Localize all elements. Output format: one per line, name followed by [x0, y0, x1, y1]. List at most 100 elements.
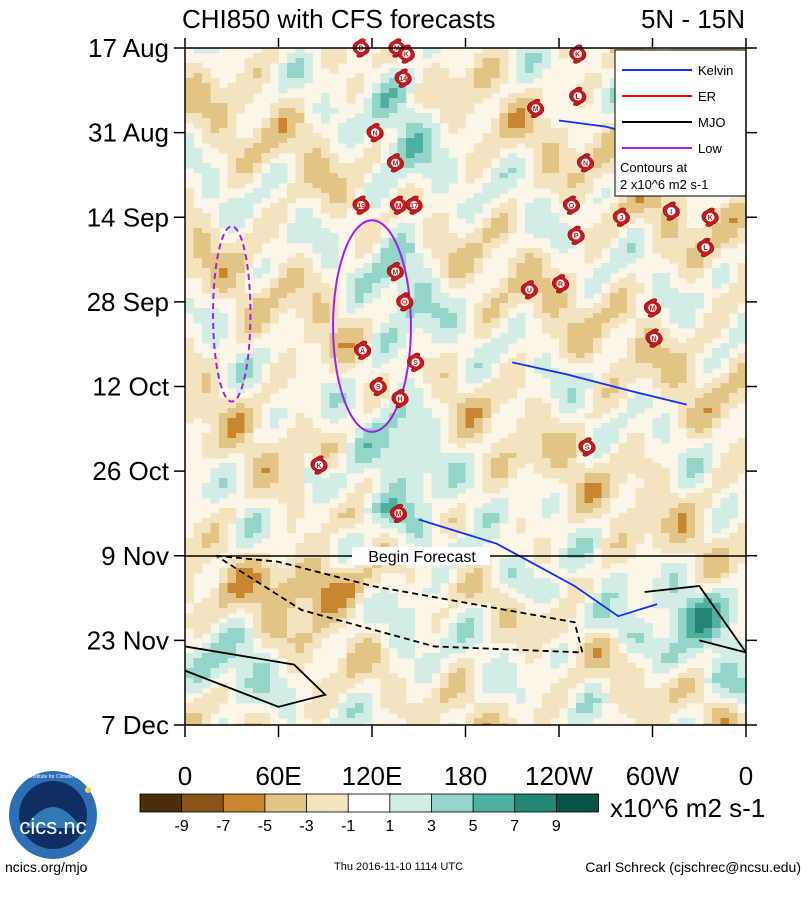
- anomaly-cell: [465, 393, 475, 399]
- anomaly-cell: [440, 323, 449, 329]
- anomaly-cell: [380, 588, 390, 594]
- anomaly-cell: [295, 168, 305, 174]
- anomaly-cell: [389, 318, 398, 324]
- anomaly-cell: [729, 388, 738, 394]
- anomaly-cell: [227, 408, 237, 414]
- anomaly-cell: [185, 403, 194, 409]
- anomaly-cell: [312, 133, 322, 139]
- anomaly-cell: [601, 98, 611, 104]
- anomaly-cell: [431, 103, 441, 109]
- anomaly-cell: [669, 248, 679, 254]
- anomaly-cell: [278, 458, 288, 464]
- anomaly-cell: [720, 593, 730, 599]
- anomaly-cell: [661, 198, 670, 204]
- anomaly-cell: [703, 618, 713, 624]
- anomaly-cell: [644, 463, 653, 469]
- anomaly-cell: [482, 363, 492, 369]
- anomaly-cell: [635, 503, 645, 509]
- anomaly-cell: [516, 318, 526, 324]
- anomaly-cell: [516, 103, 526, 109]
- anomaly-cell: [550, 508, 560, 514]
- anomaly-cell: [474, 593, 483, 599]
- anomaly-cell: [686, 408, 696, 414]
- anomaly-cell: [703, 233, 713, 239]
- anomaly-cell: [644, 473, 653, 479]
- anomaly-cell: [219, 328, 228, 334]
- anomaly-cell: [567, 483, 577, 489]
- anomaly-cell: [627, 203, 636, 209]
- anomaly-cell: [287, 368, 296, 374]
- anomaly-cell: [321, 108, 330, 114]
- anomaly-cell: [278, 498, 288, 504]
- anomaly-cell: [261, 523, 271, 529]
- anomaly-cell: [219, 103, 228, 109]
- anomaly-cell: [465, 173, 475, 179]
- anomaly-cell: [227, 278, 237, 284]
- anomaly-cell: [567, 318, 577, 324]
- anomaly-cell: [720, 383, 730, 389]
- anomaly-cell: [695, 388, 704, 394]
- anomaly-cell: [644, 323, 653, 329]
- anomaly-cell: [389, 503, 398, 509]
- anomaly-cell: [712, 488, 721, 494]
- anomaly-cell: [414, 128, 424, 134]
- anomaly-cell: [414, 388, 424, 394]
- anomaly-cell: [712, 208, 721, 214]
- anomaly-cell: [516, 578, 526, 584]
- anomaly-cell: [499, 223, 509, 229]
- anomaly-cell: [448, 588, 458, 594]
- anomaly-cell: [346, 403, 356, 409]
- anomaly-cell: [542, 263, 551, 269]
- anomaly-cell: [669, 523, 679, 529]
- anomaly-cell: [414, 253, 424, 259]
- anomaly-cell: [329, 463, 339, 469]
- anomaly-cell: [244, 558, 254, 564]
- anomaly-cell: [584, 143, 594, 149]
- anomaly-cell: [406, 268, 415, 274]
- anomaly-cell: [389, 463, 398, 469]
- anomaly-cell: [304, 623, 313, 629]
- anomaly-cell: [661, 293, 670, 299]
- anomaly-cell: [457, 578, 466, 584]
- anomaly-cell: [244, 513, 254, 519]
- anomaly-cell: [406, 378, 415, 384]
- anomaly-cell: [610, 608, 619, 614]
- anomaly-cell: [312, 598, 322, 604]
- anomaly-cell: [380, 413, 390, 419]
- anomaly-cell: [304, 233, 313, 239]
- anomaly-cell: [695, 508, 704, 514]
- anomaly-cell: [576, 518, 585, 524]
- anomaly-cell: [559, 378, 568, 384]
- anomaly-cell: [678, 203, 687, 209]
- anomaly-cell: [610, 558, 619, 564]
- anomaly-cell: [508, 328, 517, 334]
- anomaly-cell: [542, 428, 551, 434]
- anomaly-cell: [516, 293, 526, 299]
- anomaly-cell: [533, 538, 543, 544]
- anomaly-cell: [338, 198, 347, 204]
- anomaly-cell: [508, 303, 517, 309]
- anomaly-cell: [261, 308, 271, 314]
- anomaly-cell: [287, 453, 296, 459]
- anomaly-cell: [482, 458, 492, 464]
- anomaly-cell: [363, 383, 373, 389]
- anomaly-cell: [304, 308, 313, 314]
- anomaly-cell: [270, 588, 279, 594]
- anomaly-cell: [499, 513, 509, 519]
- anomaly-cell: [346, 138, 356, 144]
- anomaly-cell: [491, 193, 500, 199]
- anomaly-cell: [261, 473, 271, 479]
- anomaly-cell: [525, 583, 534, 589]
- anomaly-cell: [729, 223, 738, 229]
- anomaly-cell: [253, 143, 262, 149]
- anomaly-cell: [618, 583, 628, 589]
- anomaly-cell: [703, 578, 713, 584]
- anomaly-cell: [474, 613, 483, 619]
- anomaly-cell: [712, 223, 721, 229]
- anomaly-cell: [686, 618, 696, 624]
- anomaly-cell: [295, 263, 305, 269]
- anomaly-cell: [372, 433, 381, 439]
- anomaly-cell: [321, 138, 330, 144]
- anomaly-cell: [695, 458, 704, 464]
- anomaly-cell: [669, 383, 679, 389]
